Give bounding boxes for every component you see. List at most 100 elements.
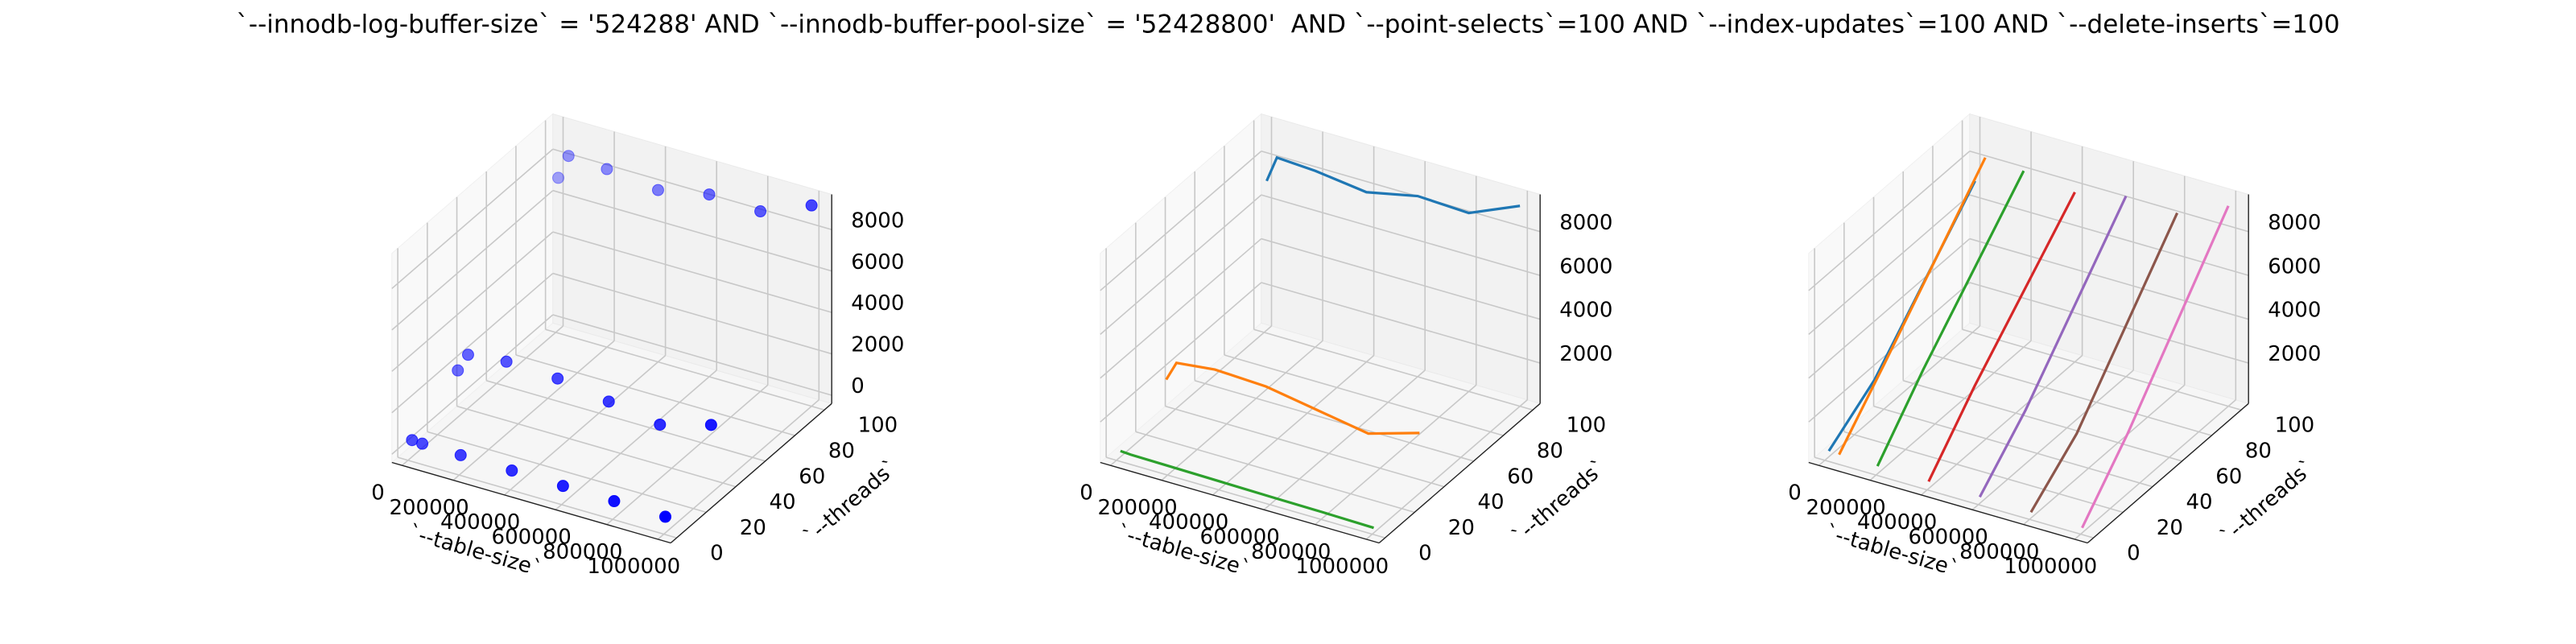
grid-line <box>1808 194 1971 335</box>
scatter-point <box>461 349 474 361</box>
y-tick-label: 0 <box>2127 542 2140 566</box>
grid-line <box>606 384 769 526</box>
scatter-point <box>704 419 717 431</box>
grid-line <box>391 231 554 372</box>
grid-line <box>1843 431 2124 514</box>
grid-line <box>2023 384 2186 526</box>
subplot: 0200000400000600000800000100000002040608… <box>1788 113 2321 582</box>
scatter-point <box>602 395 615 408</box>
scatter-point <box>500 355 513 368</box>
grid-line <box>1903 380 2182 462</box>
subplot: 0200000400000600000800000100000002040608… <box>371 113 904 582</box>
x-tick-label: 200000 <box>1097 496 1177 520</box>
y-tick-label: 0 <box>710 542 724 566</box>
y-tick-label: 80 <box>1537 440 1563 464</box>
figure-title: `--innodb-log-buffer-size` = '524288' AN… <box>236 10 2339 39</box>
y-tick-label: 40 <box>770 490 796 514</box>
grid-line <box>2074 399 2236 540</box>
grid-line <box>1100 151 1262 291</box>
grid-line <box>1100 237 1262 379</box>
scatter-point <box>601 163 613 175</box>
x-tick-label: 600000 <box>1909 525 1988 549</box>
x-tick-label: 800000 <box>1251 540 1331 564</box>
x-tick-label: 200000 <box>389 496 469 520</box>
z-tick-label: 6000 <box>851 250 904 275</box>
axis-line <box>1378 402 1541 544</box>
z-tick-label: 6000 <box>2268 254 2321 279</box>
grid-line <box>391 190 554 331</box>
line-series <box>1876 170 2025 467</box>
grid-line <box>1873 405 2153 488</box>
grid-line <box>1969 282 2249 364</box>
grid-line <box>1808 151 1971 291</box>
scatter-point <box>406 434 419 447</box>
z-tick-label: 8000 <box>2268 211 2321 235</box>
grid-line <box>1261 150 1541 233</box>
x-tick-label: 1000000 <box>1295 555 1389 579</box>
grid-line <box>1969 237 2249 320</box>
z-tick-label: 0 <box>851 374 865 398</box>
grid-line <box>552 231 832 313</box>
axis-line <box>2087 402 2249 544</box>
y-tick-label: 60 <box>1507 464 1534 489</box>
grid-line <box>1921 355 2083 496</box>
z-tick-label: 8000 <box>1559 211 1612 235</box>
grid-line <box>1365 399 1528 540</box>
grid-line <box>1212 355 1375 496</box>
grid-line <box>456 405 737 488</box>
grid-line <box>391 272 554 414</box>
line-series <box>1120 449 1374 530</box>
axis-line <box>670 402 832 544</box>
y-tick-label: 100 <box>858 414 898 438</box>
grid-line <box>1969 150 2249 233</box>
grid-line <box>1195 380 1474 462</box>
grid-line <box>552 189 832 272</box>
x-tick-label: 600000 <box>1200 525 1280 549</box>
grid-line <box>1100 282 1262 423</box>
y-tick-label: 20 <box>740 516 766 540</box>
grid-line <box>1808 237 1971 379</box>
y-tick-label: 0 <box>1418 542 1432 566</box>
grid-line <box>1971 369 2134 510</box>
grid-line <box>545 328 825 411</box>
scatter-point <box>703 188 716 201</box>
scatter-point <box>416 437 429 450</box>
scatter-point <box>454 448 467 461</box>
y-tick-label: 20 <box>1448 516 1475 540</box>
scatter-point <box>556 480 569 493</box>
x-tick-label: 600000 <box>492 525 572 549</box>
x-tick-label: 400000 <box>440 510 520 535</box>
y-tick-label: 100 <box>1567 414 1607 438</box>
scatter-point <box>658 510 671 523</box>
grid-line <box>1261 194 1541 276</box>
grid-line <box>397 456 677 539</box>
y-tick-label: 20 <box>2157 516 2183 540</box>
grid-line <box>555 369 717 510</box>
y-tick-label: 60 <box>799 464 825 489</box>
x-tick-label: 1000000 <box>587 555 680 579</box>
scatter-point <box>551 372 564 385</box>
scatter-point <box>805 199 818 212</box>
axis-line <box>391 461 671 544</box>
line-series <box>1165 361 1420 436</box>
line-series <box>1927 192 2076 482</box>
grid-line <box>1224 354 1504 436</box>
grid-line <box>1263 369 1426 510</box>
x-tick-label: 800000 <box>1959 540 2039 564</box>
grid-line <box>1261 237 1541 320</box>
grid-line <box>552 314 832 396</box>
scatter-point <box>452 364 464 377</box>
y-tick-label: 40 <box>1478 490 1505 514</box>
line-series <box>1838 157 1987 456</box>
y-tick-label: 40 <box>2186 490 2213 514</box>
x-tick-label: 0 <box>371 481 385 505</box>
z-tick-label: 6000 <box>1559 254 1612 279</box>
x-tick-label: 0 <box>1080 481 1093 505</box>
grid-line <box>552 272 832 355</box>
scatter-point <box>552 171 565 184</box>
scatter-point <box>654 418 667 431</box>
x-tick-label: 0 <box>1788 481 1802 505</box>
x-tick-label: 400000 <box>1149 510 1228 535</box>
grid-line <box>1261 282 1541 364</box>
